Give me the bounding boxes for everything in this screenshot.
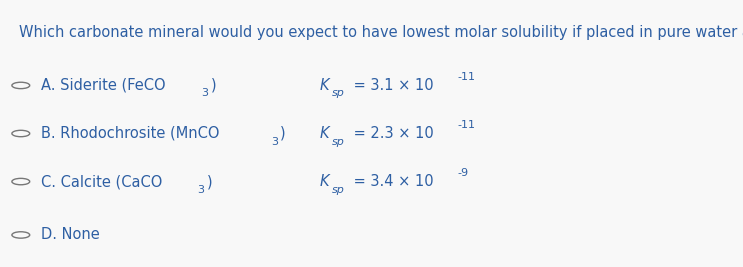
- Circle shape: [12, 82, 30, 89]
- Text: ): ): [211, 78, 216, 93]
- Text: ): ): [207, 174, 212, 189]
- Text: K: K: [319, 126, 329, 141]
- Text: sp: sp: [332, 88, 345, 99]
- Text: 3: 3: [201, 88, 209, 99]
- Text: sp: sp: [332, 184, 345, 195]
- Circle shape: [12, 130, 30, 137]
- Text: K: K: [319, 78, 329, 93]
- Text: = 3.1 × 10: = 3.1 × 10: [348, 78, 433, 93]
- Text: = 2.3 × 10: = 2.3 × 10: [348, 126, 433, 141]
- Circle shape: [12, 178, 30, 185]
- Text: 3: 3: [271, 136, 278, 147]
- Text: K: K: [319, 174, 329, 189]
- Text: ): ): [280, 126, 286, 141]
- Text: B. Rhodochrosite (MnCO: B. Rhodochrosite (MnCO: [41, 126, 219, 141]
- Text: A. Siderite (FeCO: A. Siderite (FeCO: [41, 78, 166, 93]
- Text: -9: -9: [458, 168, 469, 178]
- Text: = 3.4 × 10: = 3.4 × 10: [348, 174, 433, 189]
- Text: -11: -11: [458, 120, 476, 130]
- Circle shape: [12, 232, 30, 238]
- Text: C. Calcite (CaCO: C. Calcite (CaCO: [41, 174, 162, 189]
- Text: -11: -11: [458, 72, 476, 82]
- Text: Which carbonate mineral would you expect to have lowest molar solubility if plac: Which carbonate mineral would you expect…: [19, 25, 743, 40]
- Text: sp: sp: [332, 136, 345, 147]
- Text: 3: 3: [198, 184, 204, 195]
- Text: D. None: D. None: [41, 227, 100, 242]
